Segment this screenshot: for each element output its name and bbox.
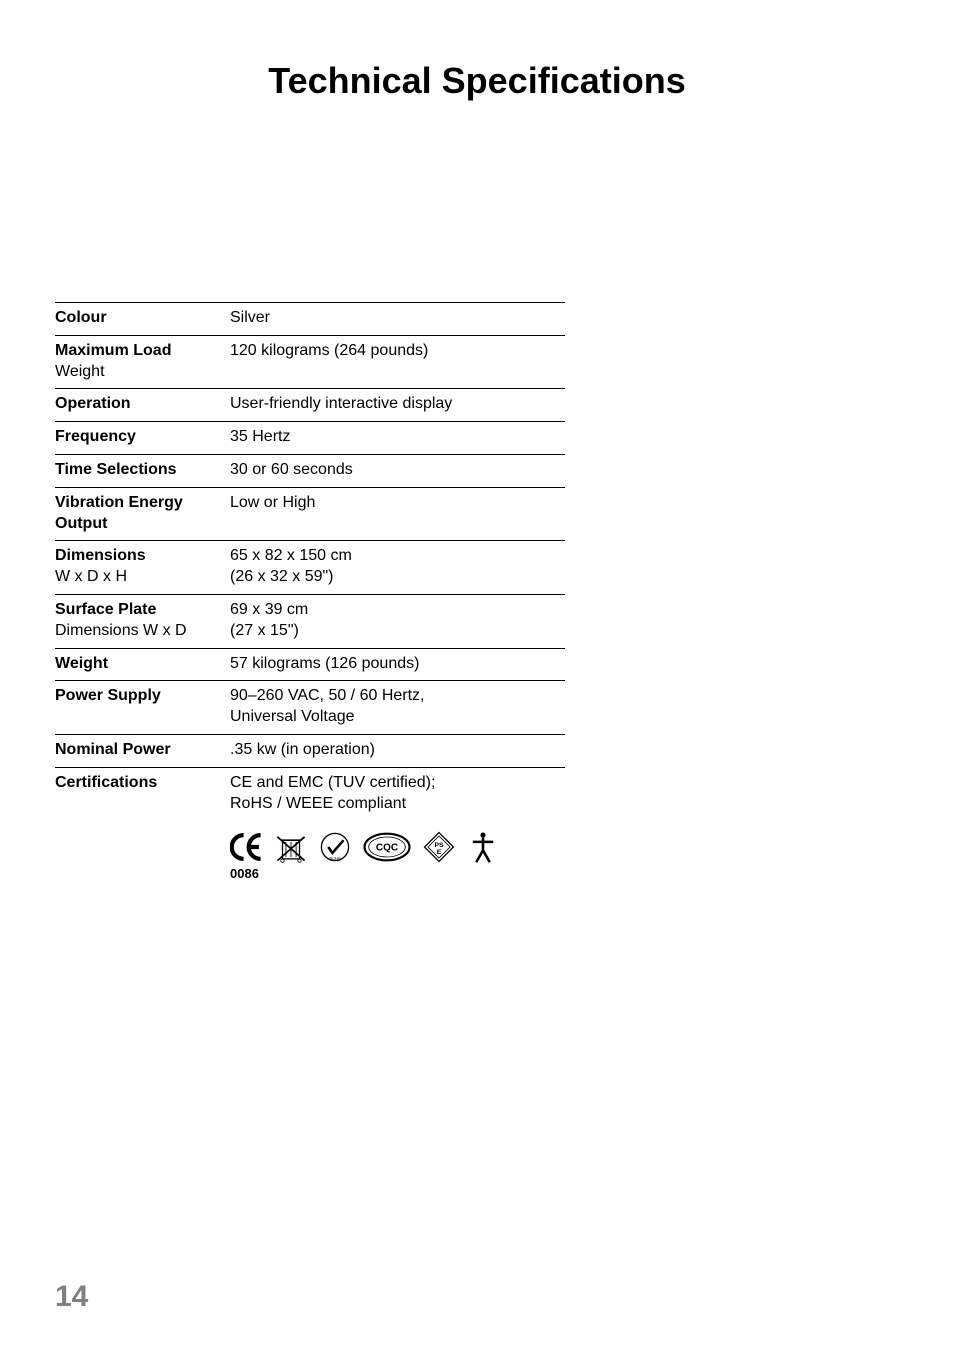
pse-icon: PS E	[422, 830, 456, 864]
spec-row: Maximum LoadWeight120 kilograms (264 pou…	[55, 335, 565, 389]
spec-value: 57 kilograms (126 pounds)	[230, 648, 565, 681]
spec-value: 69 x 39 cm(27 x 15")	[230, 594, 565, 648]
svg-text:CQC: CQC	[376, 843, 398, 854]
weee-bin-icon	[274, 830, 308, 864]
spec-row: Time Selections30 or 60 seconds	[55, 454, 565, 487]
spec-row: OperationUser-friendly interactive displ…	[55, 389, 565, 422]
spec-label: Time Selections	[55, 454, 230, 487]
spec-row: Surface PlateDimensions W x D69 x 39 cm(…	[55, 594, 565, 648]
spec-label: Certifications	[55, 767, 230, 820]
page-number: 14	[55, 1280, 88, 1314]
spec-value: 120 kilograms (264 pounds)	[230, 335, 565, 389]
spec-table: ColourSilverMaximum LoadWeight120 kilogr…	[55, 302, 565, 820]
spec-value: 35 Hertz	[230, 422, 565, 455]
spec-row: CertificationsCE and EMC (TUV certified)…	[55, 767, 565, 820]
spec-label: Nominal Power	[55, 734, 230, 767]
spec-value: .35 kw (in operation)	[230, 734, 565, 767]
spec-row: Frequency35 Hertz	[55, 422, 565, 455]
spec-label: Frequency	[55, 422, 230, 455]
spec-row: Power Supply90–260 VAC, 50 / 60 Hertz,Un…	[55, 681, 565, 735]
spec-value: 30 or 60 seconds	[230, 454, 565, 487]
spec-label: Surface PlateDimensions W x D	[55, 594, 230, 648]
spec-label: Power Supply	[55, 681, 230, 735]
spec-value: Low or High	[230, 487, 565, 541]
spec-row: Vibration Energy OutputLow or High	[55, 487, 565, 541]
spec-value: User-friendly interactive display	[230, 389, 565, 422]
ce-mark-block: 0086	[230, 830, 264, 881]
page-title: Technical Specifications	[55, 60, 899, 102]
svg-text:PS: PS	[434, 842, 444, 849]
spec-label: Maximum LoadWeight	[55, 335, 230, 389]
svg-text:E: E	[437, 849, 442, 856]
rohs-icon: RoHS	[318, 830, 352, 864]
spec-value: Silver	[230, 303, 565, 336]
spec-value: 90–260 VAC, 50 / 60 Hertz,Universal Volt…	[230, 681, 565, 735]
certification-icons: 0086 RoHS CQC PS E	[230, 830, 899, 881]
spec-row: DimensionsW x D x H65 x 82 x 150 cm(26 x…	[55, 541, 565, 595]
spec-row: Weight57 kilograms (126 pounds)	[55, 648, 565, 681]
spec-row: ColourSilver	[55, 303, 565, 336]
spec-row: Nominal Power.35 kw (in operation)	[55, 734, 565, 767]
spec-value: 65 x 82 x 150 cm(26 x 32 x 59")	[230, 541, 565, 595]
spec-label: Colour	[55, 303, 230, 336]
ce-icon	[230, 830, 264, 864]
cqc-icon: CQC	[362, 830, 412, 864]
spec-label: DimensionsW x D x H	[55, 541, 230, 595]
spec-label: Operation	[55, 389, 230, 422]
spec-value: CE and EMC (TUV certified);RoHS / WEEE c…	[230, 767, 565, 820]
spec-label: Weight	[55, 648, 230, 681]
person-icon	[466, 830, 500, 864]
ce-number: 0086	[230, 866, 259, 881]
svg-text:RoHS: RoHS	[329, 856, 341, 861]
spec-label: Vibration Energy Output	[55, 487, 230, 541]
